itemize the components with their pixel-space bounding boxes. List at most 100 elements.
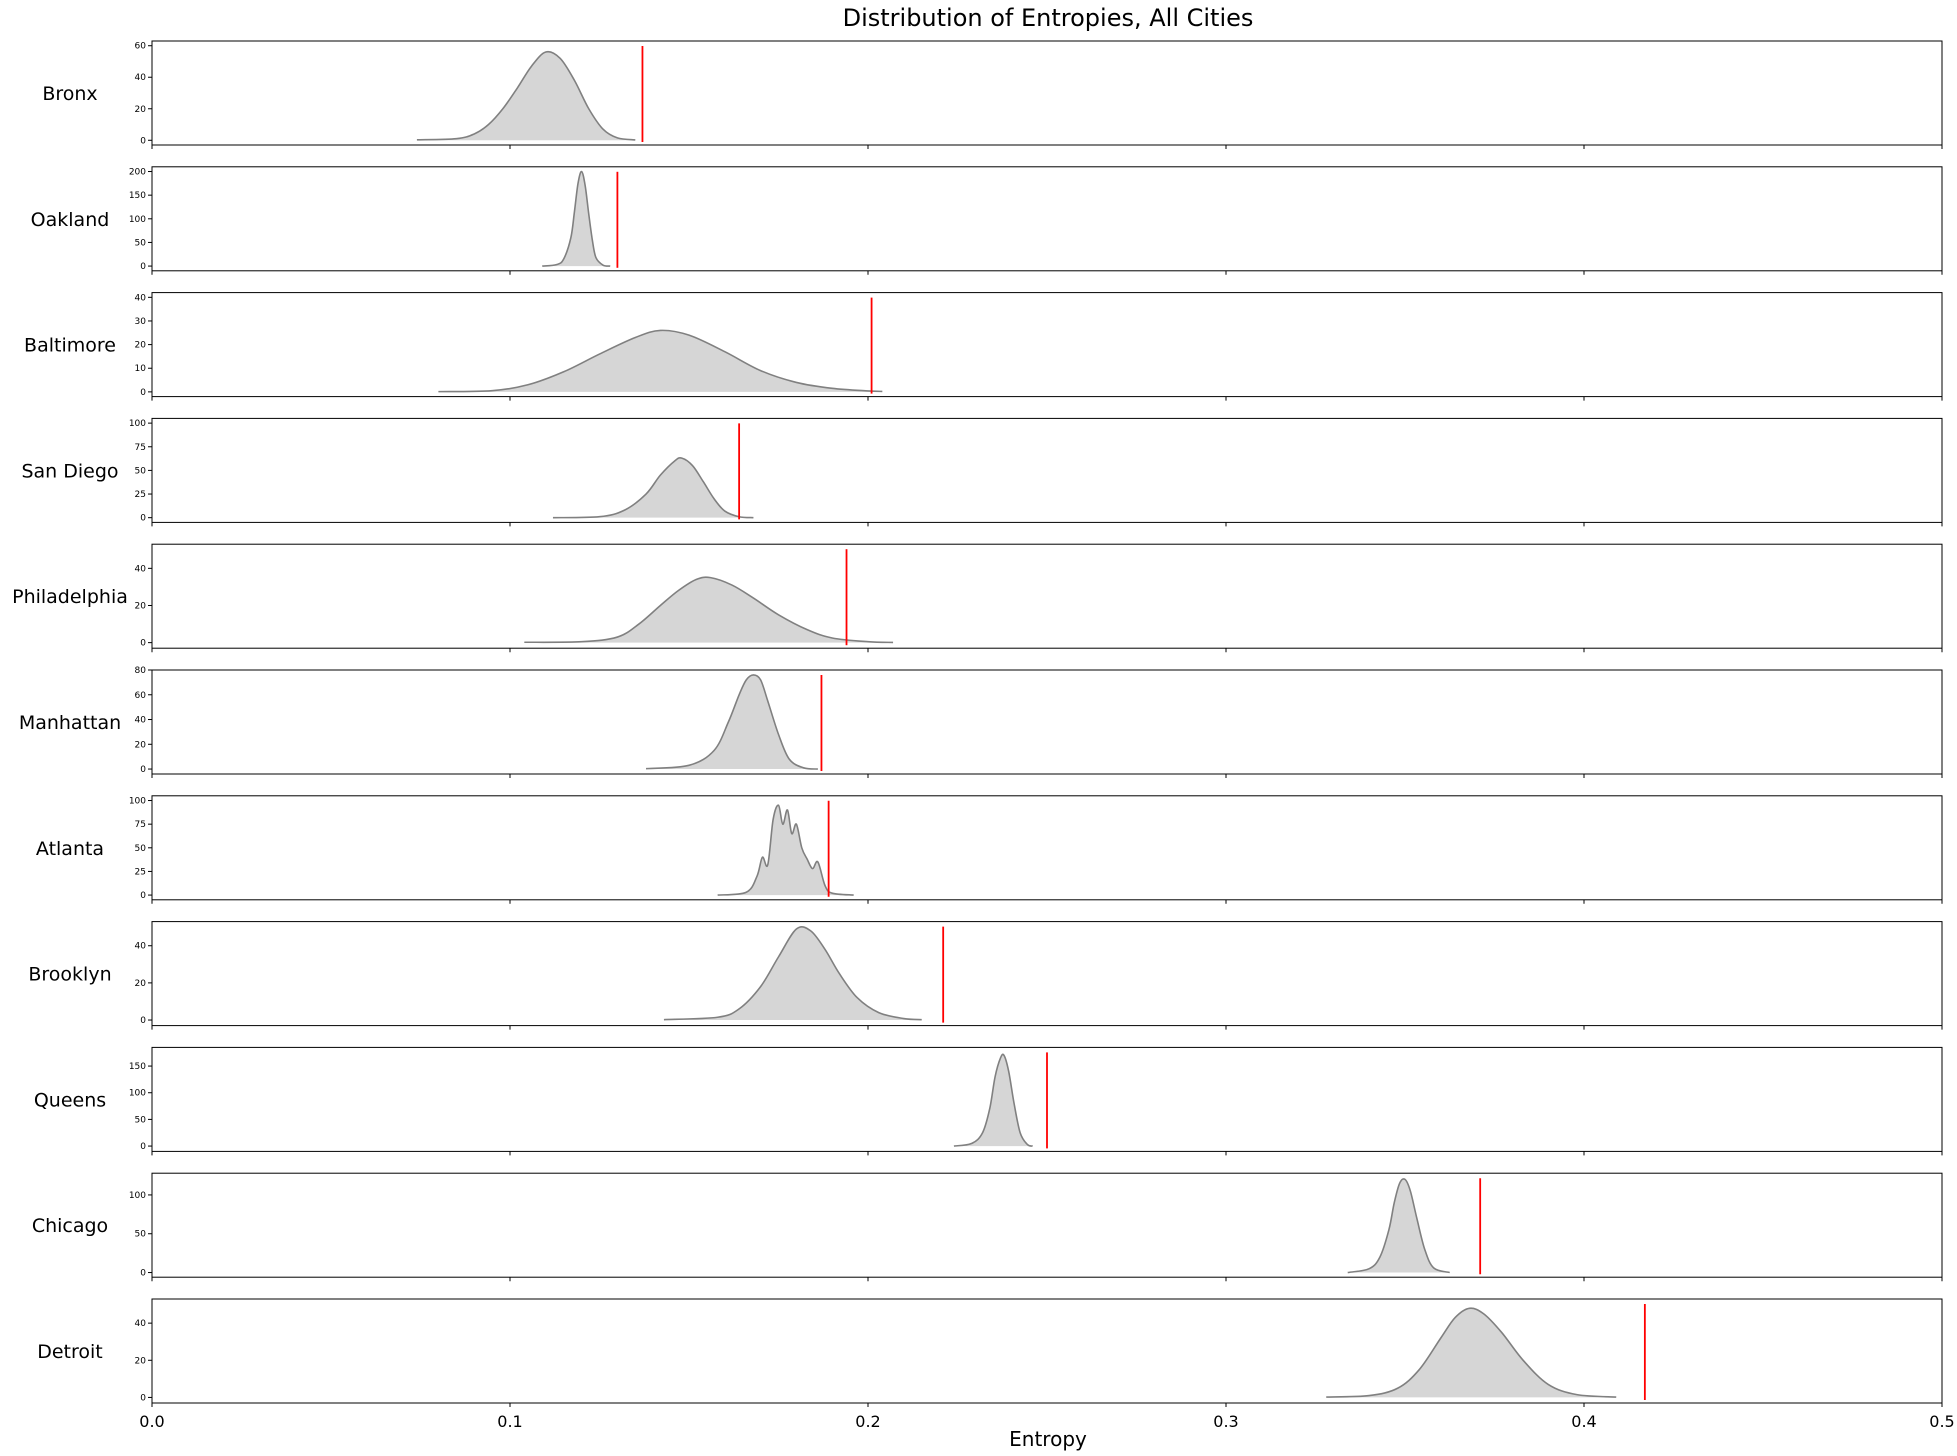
y-tick-label: 50 bbox=[135, 1115, 147, 1125]
density-fill bbox=[1326, 1308, 1617, 1398]
y-tick-label: 50 bbox=[135, 1230, 147, 1240]
y-tick-label: 100 bbox=[129, 419, 146, 429]
density-curve bbox=[542, 170, 611, 267]
y-tick-label: 75 bbox=[135, 443, 146, 453]
x-axis-label: Entropy bbox=[1009, 1427, 1087, 1451]
y-tick-label: 25 bbox=[135, 867, 146, 877]
panel-frame bbox=[151, 1046, 1943, 1152]
y-tick-label: 150 bbox=[129, 1062, 146, 1072]
density-curve bbox=[953, 1053, 1033, 1147]
y-tick-label: 100 bbox=[129, 797, 146, 807]
y-tick-label: 150 bbox=[129, 191, 146, 201]
panel-frame bbox=[151, 669, 1943, 775]
y-tick-label: 0 bbox=[140, 1016, 146, 1026]
x-axis: 0.0 0.1 0.2 0.3 0.4 0.5 bbox=[139, 1412, 1954, 1431]
y-tick-label: 100 bbox=[129, 215, 146, 225]
y-tick-label: 50 bbox=[135, 844, 147, 854]
y-tick-label: 30 bbox=[135, 317, 147, 327]
density-curve bbox=[717, 804, 854, 896]
y-tick-label: 0 bbox=[140, 262, 146, 272]
density-fill bbox=[953, 1054, 1033, 1147]
city-label: Baltimore bbox=[24, 335, 116, 357]
density-fill bbox=[552, 457, 754, 518]
panel-frame bbox=[151, 166, 1943, 272]
y-tick-label: 20 bbox=[135, 1356, 147, 1366]
panel-manhattan: Manhattan 0 20 40 60 80 bbox=[19, 666, 1943, 778]
city-label: Brooklyn bbox=[28, 964, 111, 986]
y-tick-label: 0 bbox=[140, 1393, 146, 1403]
x-tick-label: 0.0 bbox=[139, 1412, 164, 1431]
y-tick-label: 100 bbox=[129, 1089, 146, 1099]
y-tick-label: 0 bbox=[140, 639, 146, 649]
panels-group: Bronx0204060Oakland050100150200Baltimore… bbox=[12, 40, 1943, 1407]
y-tick-label: 40 bbox=[135, 293, 147, 303]
city-label: Detroit bbox=[37, 1341, 103, 1363]
density-fill bbox=[646, 674, 818, 770]
city-label: Bronx bbox=[42, 83, 97, 105]
panel-atlanta: Atlanta 0 25 50 75 100 bbox=[36, 795, 1943, 904]
density-curve bbox=[438, 329, 883, 393]
x-tick-label: 0.3 bbox=[1213, 1412, 1238, 1431]
density-curve bbox=[1347, 1178, 1450, 1274]
y-tick-label: 20 bbox=[135, 601, 147, 611]
y-tick-label: 20 bbox=[135, 740, 147, 750]
city-label: Queens bbox=[34, 1089, 106, 1111]
chart-title: Distribution of Entropies, All Cities bbox=[843, 4, 1254, 32]
panel-frame bbox=[151, 543, 1943, 649]
y-tick-label: 0 bbox=[140, 1269, 146, 1279]
city-label: Manhattan bbox=[19, 712, 121, 734]
city-label: Oakland bbox=[31, 209, 110, 231]
y-tick-label: 0 bbox=[140, 514, 146, 524]
y-tick-label: 20 bbox=[135, 341, 147, 351]
panel-philadelphia: Philadelphia 0 20 40 bbox=[12, 543, 1943, 653]
panel-baltimore: Baltimore 0 10 20 30 40 bbox=[24, 292, 1943, 401]
panel-frame bbox=[151, 292, 1943, 398]
panel-frame bbox=[151, 921, 1943, 1027]
x-tick-label: 0.4 bbox=[1571, 1412, 1596, 1431]
y-tick-label: 80 bbox=[135, 666, 147, 676]
density-curve bbox=[552, 457, 754, 519]
y-tick-label: 0 bbox=[140, 765, 146, 775]
y-tick-label: 10 bbox=[135, 364, 147, 374]
y-tick-label: 50 bbox=[135, 466, 147, 476]
y-tick-label: 20 bbox=[135, 105, 147, 115]
y-tick-label: 0 bbox=[140, 1142, 146, 1152]
y-tick-label: 50 bbox=[135, 238, 147, 248]
panel-frame bbox=[151, 795, 1943, 901]
city-label: Chicago bbox=[32, 1215, 108, 1237]
density-fill bbox=[438, 330, 883, 392]
panel-bronx: Bronx 0 20 40 60 bbox=[42, 40, 1943, 149]
density-fill bbox=[416, 51, 636, 141]
y-tick-label: 100 bbox=[129, 1191, 146, 1201]
y-tick-label: 25 bbox=[135, 490, 146, 500]
panel-oakland: Oakland 0 50 100 150 200 bbox=[31, 166, 1943, 275]
panel-queens: Queens 0 50 100 150 bbox=[34, 1046, 1943, 1156]
panel-frame bbox=[151, 417, 1943, 523]
city-label: Philadelphia bbox=[12, 586, 128, 608]
city-label: Atlanta bbox=[36, 838, 104, 860]
y-tick-label: 200 bbox=[129, 168, 146, 178]
y-tick-label: 60 bbox=[135, 42, 147, 52]
y-tick-label: 20 bbox=[135, 979, 147, 989]
density-fill bbox=[1347, 1178, 1450, 1273]
city-label: San Diego bbox=[21, 460, 118, 482]
panel-detroit: Detroit 0 20 40 bbox=[37, 1298, 1943, 1407]
density-fill bbox=[524, 577, 894, 643]
density-curve bbox=[524, 576, 894, 644]
density-fill bbox=[663, 926, 922, 1021]
panel-chicago: Chicago 0 50 100 bbox=[32, 1172, 1943, 1282]
y-tick-label: 40 bbox=[135, 1319, 147, 1329]
y-tick-label: 40 bbox=[135, 942, 147, 952]
density-curve bbox=[645, 674, 818, 770]
y-tick-label: 40 bbox=[135, 73, 147, 83]
density-curve bbox=[663, 926, 922, 1021]
y-tick-label: 0 bbox=[140, 136, 146, 146]
density-curve bbox=[1326, 1307, 1617, 1398]
x-tick-label: 0.5 bbox=[1929, 1412, 1954, 1431]
y-tick-label: 0 bbox=[140, 891, 146, 901]
panel-san-diego: San Diego 0 25 50 75 100 bbox=[21, 417, 1943, 527]
panel-brooklyn: Brooklyn 0 20 40 bbox=[28, 921, 1943, 1030]
density-fill bbox=[717, 805, 854, 896]
